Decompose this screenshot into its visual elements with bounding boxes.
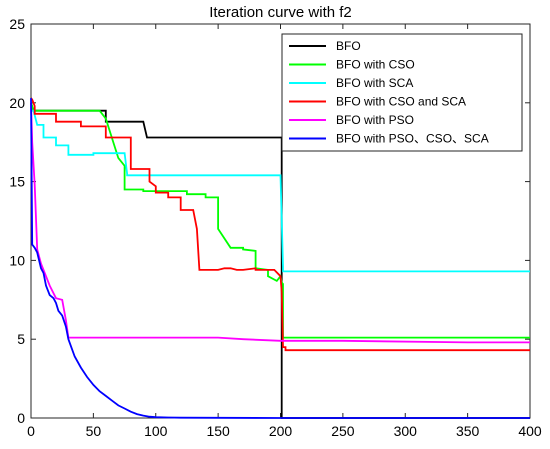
series-line-4 [30,97,530,352]
y-tick-label: 5 [17,331,25,347]
x-tick-label: 0 [27,423,35,439]
x-tick-label: 100 [144,423,168,439]
y-tick-label: 15 [9,174,25,190]
legend: BFO BFO with CSO BFO with SCA BFO with CSO … [281,33,523,152]
legend-label: BFO with SCA [336,76,413,90]
legend-label: BFO with CSO and SCA [336,95,466,109]
y-tick-label: 0 [17,410,25,426]
series-line-2 [30,102,530,339]
x-tick-label: 200 [269,423,293,439]
x-tick-label: 400 [518,423,542,439]
legend-label: BFO with PSO、CSO、SCA [336,132,489,146]
series-line-3 [31,109,530,273]
x-tick-label: 250 [331,423,355,439]
y-axis: 0 5 10 15 20 25 [9,16,530,426]
y-tick-label: 20 [9,95,25,111]
legend-label: BFO [336,39,361,53]
series-line-5 [30,102,530,344]
legend-box [281,33,523,152]
legend-label: BFO with PSO [336,113,414,127]
x-tick-label: 150 [206,423,230,439]
y-tick-label: 25 [9,16,25,32]
legend-label: BFO with CSO [336,58,415,72]
series-layer [30,97,530,419]
x-tick-label: 50 [86,423,102,439]
y-tick-label: 10 [9,252,25,268]
x-axis: 0 50 100 150 200 250 300 350 400 [27,24,542,439]
x-tick-label: 350 [456,423,480,439]
series-line-6 [30,98,530,419]
x-tick-label: 300 [394,423,418,439]
chart-title: Iteration curve with f2 [209,4,352,21]
